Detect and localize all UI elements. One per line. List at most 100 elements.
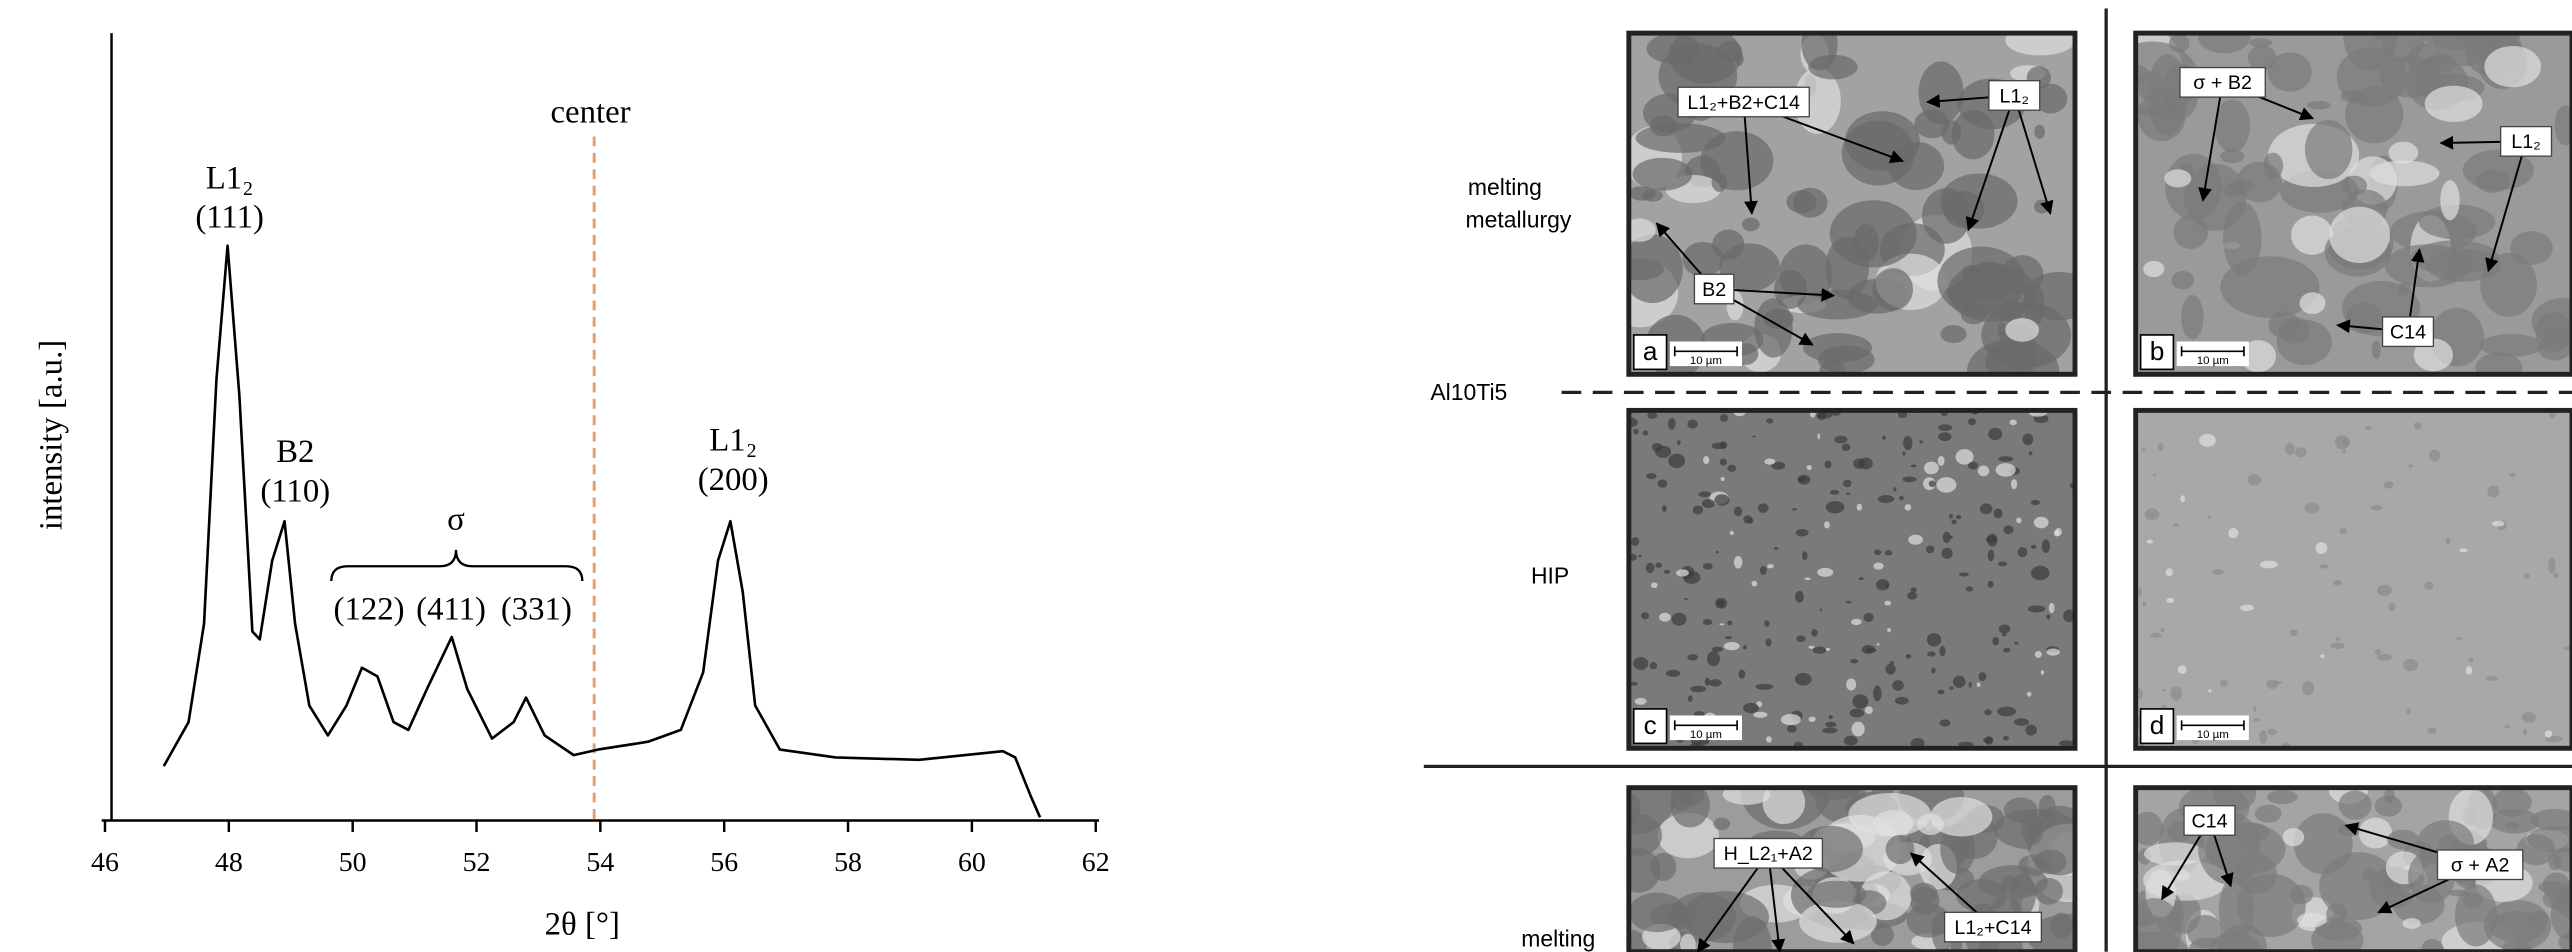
grain	[1824, 521, 1830, 528]
grain	[2034, 878, 2063, 905]
grain	[1844, 736, 1858, 746]
grain	[2160, 628, 2164, 632]
grain	[2025, 725, 2037, 736]
grain	[2300, 292, 2326, 314]
grain	[1910, 465, 1916, 468]
grain	[1905, 504, 1912, 510]
grain	[1642, 189, 1663, 201]
grain	[2018, 547, 2028, 557]
grain	[2035, 849, 2067, 874]
grain	[1993, 509, 2002, 519]
grain	[1999, 624, 2011, 633]
grain	[1858, 577, 1863, 580]
grain	[1765, 638, 1771, 646]
scale-label: 10 µm	[2197, 729, 2229, 741]
grain	[2359, 818, 2392, 849]
grain	[2051, 913, 2073, 939]
grain	[2208, 515, 2211, 518]
grain	[1927, 633, 1941, 646]
grain	[1738, 670, 1745, 679]
grain	[1929, 481, 1936, 487]
grain	[2424, 582, 2433, 590]
grain	[1910, 883, 1938, 905]
grain	[1712, 173, 1728, 192]
grain	[2427, 727, 2437, 733]
grain	[2548, 558, 2556, 574]
grain	[2143, 602, 2147, 607]
grain	[2274, 681, 2282, 684]
grain	[2223, 202, 2262, 276]
scale-label: 10 µm	[2197, 355, 2229, 367]
grain	[2375, 649, 2381, 655]
grain	[2406, 708, 2411, 714]
peak-phase: B2	[276, 434, 314, 470]
grain	[2545, 730, 2552, 738]
grain	[1984, 709, 1992, 715]
grain	[2329, 207, 2390, 263]
grain	[1864, 613, 1874, 622]
grain	[1752, 435, 1756, 437]
peak-phase: L1₂	[206, 160, 254, 196]
grain	[1865, 706, 1873, 714]
grain	[1927, 652, 1936, 657]
grain	[2268, 52, 2312, 92]
grain	[1781, 714, 1801, 725]
grain	[1893, 487, 1896, 491]
grain	[1825, 722, 1836, 728]
x-tick-label: 46	[91, 847, 119, 878]
grain	[1825, 461, 1832, 469]
grain	[1628, 893, 1685, 933]
grain	[2153, 474, 2157, 477]
grain	[2255, 805, 2282, 823]
grain	[1687, 420, 1697, 429]
grain	[1885, 550, 1893, 555]
grain	[1992, 637, 1999, 645]
grain	[1659, 613, 1671, 622]
grain	[2371, 505, 2383, 511]
grain	[1734, 556, 1743, 569]
grain	[1709, 679, 1722, 686]
grain	[2456, 637, 2463, 640]
grain	[2339, 528, 2346, 533]
micrograph-bg	[2136, 410, 2572, 748]
grain	[2049, 603, 2055, 613]
grain	[2440, 180, 2459, 220]
figure: intensity [a.u.] 2θ [°] Al10Ti5 46485052…	[0, 0, 2572, 952]
grain	[1930, 797, 1992, 836]
grain	[2178, 665, 2187, 674]
sigma-label: σ	[447, 501, 465, 537]
grain	[1996, 463, 2016, 477]
grain	[1647, 412, 1657, 419]
grain	[2468, 658, 2473, 663]
grain	[1968, 462, 1978, 470]
grain	[1766, 418, 1773, 423]
grain	[2249, 38, 2272, 47]
grain	[1615, 814, 1662, 856]
grain	[1942, 548, 1953, 559]
grain	[2369, 161, 2439, 187]
grain	[1795, 591, 1804, 603]
grain	[1756, 684, 1774, 690]
grain	[2278, 317, 2310, 344]
grain	[1843, 480, 1851, 488]
grain	[2362, 868, 2377, 881]
grain	[2493, 788, 2532, 817]
grain	[1938, 424, 1952, 431]
grain	[2538, 881, 2565, 893]
grain	[1703, 456, 1709, 464]
x-tick-label: 58	[834, 847, 862, 878]
grain	[1851, 619, 1862, 625]
grain	[2208, 689, 2211, 692]
grain	[1895, 697, 1909, 705]
grain	[1712, 230, 1744, 260]
grain	[1758, 503, 1769, 513]
grain	[1939, 719, 1950, 726]
grain	[1828, 715, 1832, 719]
grain	[2144, 842, 2206, 865]
grain	[1792, 508, 1797, 510]
micrograph	[2132, 410, 2572, 749]
grain	[2372, 340, 2381, 359]
grain	[1766, 736, 1772, 742]
grain	[2476, 352, 2523, 383]
grain	[1952, 110, 1995, 160]
